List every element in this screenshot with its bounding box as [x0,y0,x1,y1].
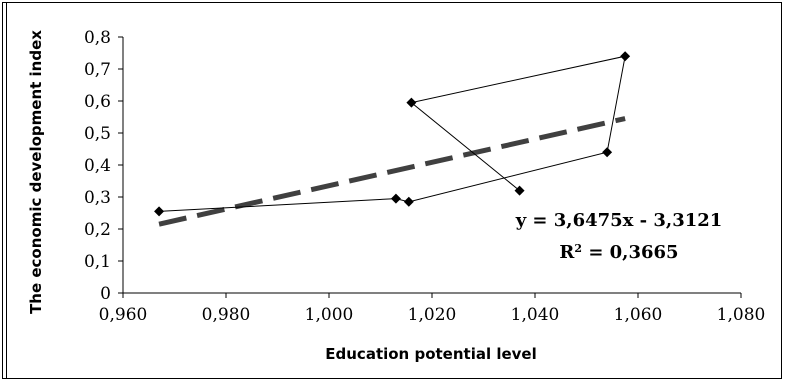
data-point-marker [620,51,631,62]
r-squared-superscript: 2 [574,242,582,255]
y-tick-label: 0,5 [84,124,111,144]
y-tick-label: 0,6 [84,92,111,112]
y-tick-label: 0,7 [84,60,111,80]
r-squared-r: R [559,242,575,263]
y-tick-label: 0 [100,284,111,304]
x-axis-title: Education potential level [325,345,536,363]
y-tick-labels: 0 0,1 0,2 0,3 0,4 0,5 0,6 0,7 0,8 [84,28,111,304]
data-points [154,51,631,217]
y-tick-label: 0,2 [84,220,111,240]
y-axis-title: The economic development index [27,30,45,314]
data-point-marker [514,185,525,196]
y-tick-label: 0,8 [84,28,111,48]
x-tick-label: 1,040 [511,305,560,325]
left-border-rule [6,2,7,379]
trendline [158,116,626,227]
axes [118,36,742,298]
r-squared-label: R2 = 0,3665 [559,242,678,264]
data-point-marker [406,97,417,108]
y-tick-label: 0,1 [84,252,111,272]
x-tick-label: 1,020 [408,305,457,325]
x-tick-label: 1,000 [305,305,354,325]
chart-frame [2,2,782,379]
y-tick-label: 0,3 [84,188,111,208]
x-tick-label: 1,080 [717,305,766,325]
data-point-marker [403,196,414,207]
trendline-equation: y = 3,6475x - 3,3121 [515,210,723,231]
data-point-marker [602,147,613,158]
x-tick-labels: 0,960 0,980 1,000 1,020 1,040 1,060 1,080 [99,305,766,325]
x-tick-label: 0,980 [202,305,251,325]
y-tick-label: 0,4 [84,156,111,176]
x-tick-label: 1,060 [614,305,663,325]
x-tick-label: 0,960 [99,305,148,325]
r-squared-value: = 0,3665 [582,242,679,263]
data-point-marker [154,206,165,217]
data-point-marker [390,193,401,204]
